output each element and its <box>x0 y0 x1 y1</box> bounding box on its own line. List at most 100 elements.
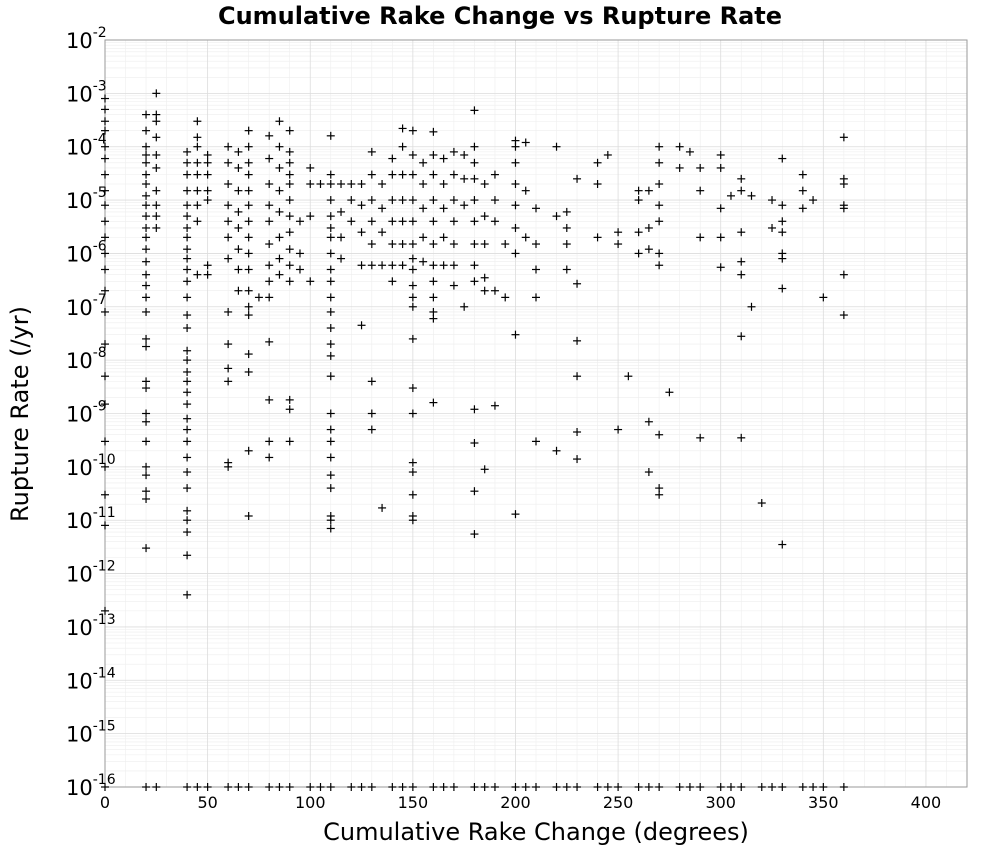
data-point <box>511 142 520 151</box>
data-point <box>183 400 192 409</box>
data-point <box>337 254 346 263</box>
data-point <box>203 170 212 179</box>
data-point <box>285 180 294 189</box>
data-point <box>603 783 612 791</box>
data-point <box>101 217 109 226</box>
data-point <box>316 783 325 791</box>
data-point <box>224 142 233 151</box>
data-point <box>511 158 520 167</box>
data-point <box>101 783 109 791</box>
data-point <box>388 196 397 205</box>
data-point <box>408 409 417 418</box>
data-point <box>634 186 643 195</box>
y-tick-base: 10 <box>66 189 93 213</box>
data-point <box>511 249 520 258</box>
data-point <box>490 783 499 791</box>
data-point <box>552 783 561 791</box>
data-point <box>439 154 448 163</box>
data-point <box>778 217 787 226</box>
data-point <box>470 158 479 167</box>
data-point <box>634 249 643 258</box>
data-point <box>244 311 253 320</box>
data-point <box>798 186 807 195</box>
data-point <box>696 233 705 242</box>
data-point <box>183 468 192 477</box>
x-tick-label: 300 <box>705 793 736 812</box>
x-tick-label: 0 <box>100 793 110 812</box>
data-point <box>378 180 387 189</box>
data-point <box>183 324 192 333</box>
data-point <box>234 186 243 195</box>
data-point <box>326 351 335 360</box>
data-point <box>778 540 787 549</box>
data-point <box>244 217 253 226</box>
data-point <box>101 126 109 135</box>
y-tick-base: 10 <box>66 776 93 800</box>
data-point <box>224 254 233 263</box>
data-point <box>511 510 520 519</box>
data-point <box>716 150 725 159</box>
data-point <box>244 302 253 311</box>
data-point <box>562 783 571 791</box>
data-point <box>101 186 109 195</box>
data-point <box>419 204 428 213</box>
y-tick-exponent: -2 <box>93 25 107 41</box>
data-point <box>696 433 705 442</box>
data-point <box>244 201 253 210</box>
data-point <box>624 372 633 381</box>
data-point <box>275 254 284 263</box>
data-point <box>614 783 623 791</box>
data-point <box>183 453 192 462</box>
data-point <box>203 158 212 167</box>
data-point <box>326 265 335 274</box>
data-point <box>224 377 233 386</box>
y-tick-exponent: -11 <box>93 505 116 521</box>
data-point <box>326 212 335 221</box>
data-point <box>439 261 448 270</box>
data-point <box>326 277 335 286</box>
x-tick-label: 250 <box>603 793 634 812</box>
data-point <box>737 228 746 237</box>
data-point <box>357 261 366 270</box>
data-point <box>142 191 151 200</box>
data-point <box>655 180 664 189</box>
data-point <box>839 270 848 279</box>
y-tick-label: 10-11 <box>66 505 116 533</box>
data-point <box>224 340 233 349</box>
chart-title: Cumulative Rake Change vs Rupture Rate <box>218 2 782 30</box>
data-point <box>470 277 479 286</box>
data-point <box>367 170 376 179</box>
data-point <box>798 783 807 791</box>
data-point <box>183 516 192 525</box>
data-point <box>142 462 151 471</box>
data-point <box>244 265 253 274</box>
data-point <box>183 158 192 167</box>
data-point <box>573 455 582 464</box>
data-point <box>532 265 540 274</box>
data-point <box>839 311 848 320</box>
data-point <box>152 133 161 142</box>
x-tick-label: 100 <box>295 793 326 812</box>
data-point <box>152 150 161 159</box>
data-point <box>593 783 602 791</box>
data-point <box>562 240 571 249</box>
y-tick-exponent: -7 <box>93 292 107 308</box>
data-point <box>183 506 192 515</box>
data-point <box>419 158 428 167</box>
data-point <box>716 204 725 213</box>
data-point <box>265 154 274 163</box>
data-point <box>142 233 151 242</box>
data-point <box>193 170 202 179</box>
data-point <box>326 471 335 480</box>
data-point <box>449 281 458 290</box>
x-tick-label: 400 <box>911 793 942 812</box>
data-point <box>614 240 623 249</box>
data-point <box>429 240 438 249</box>
data-point <box>521 233 530 242</box>
data-point <box>480 273 489 282</box>
data-point <box>101 307 109 316</box>
data-point <box>655 430 664 439</box>
data-point <box>388 240 397 249</box>
data-point <box>449 170 458 179</box>
data-point <box>367 240 376 249</box>
